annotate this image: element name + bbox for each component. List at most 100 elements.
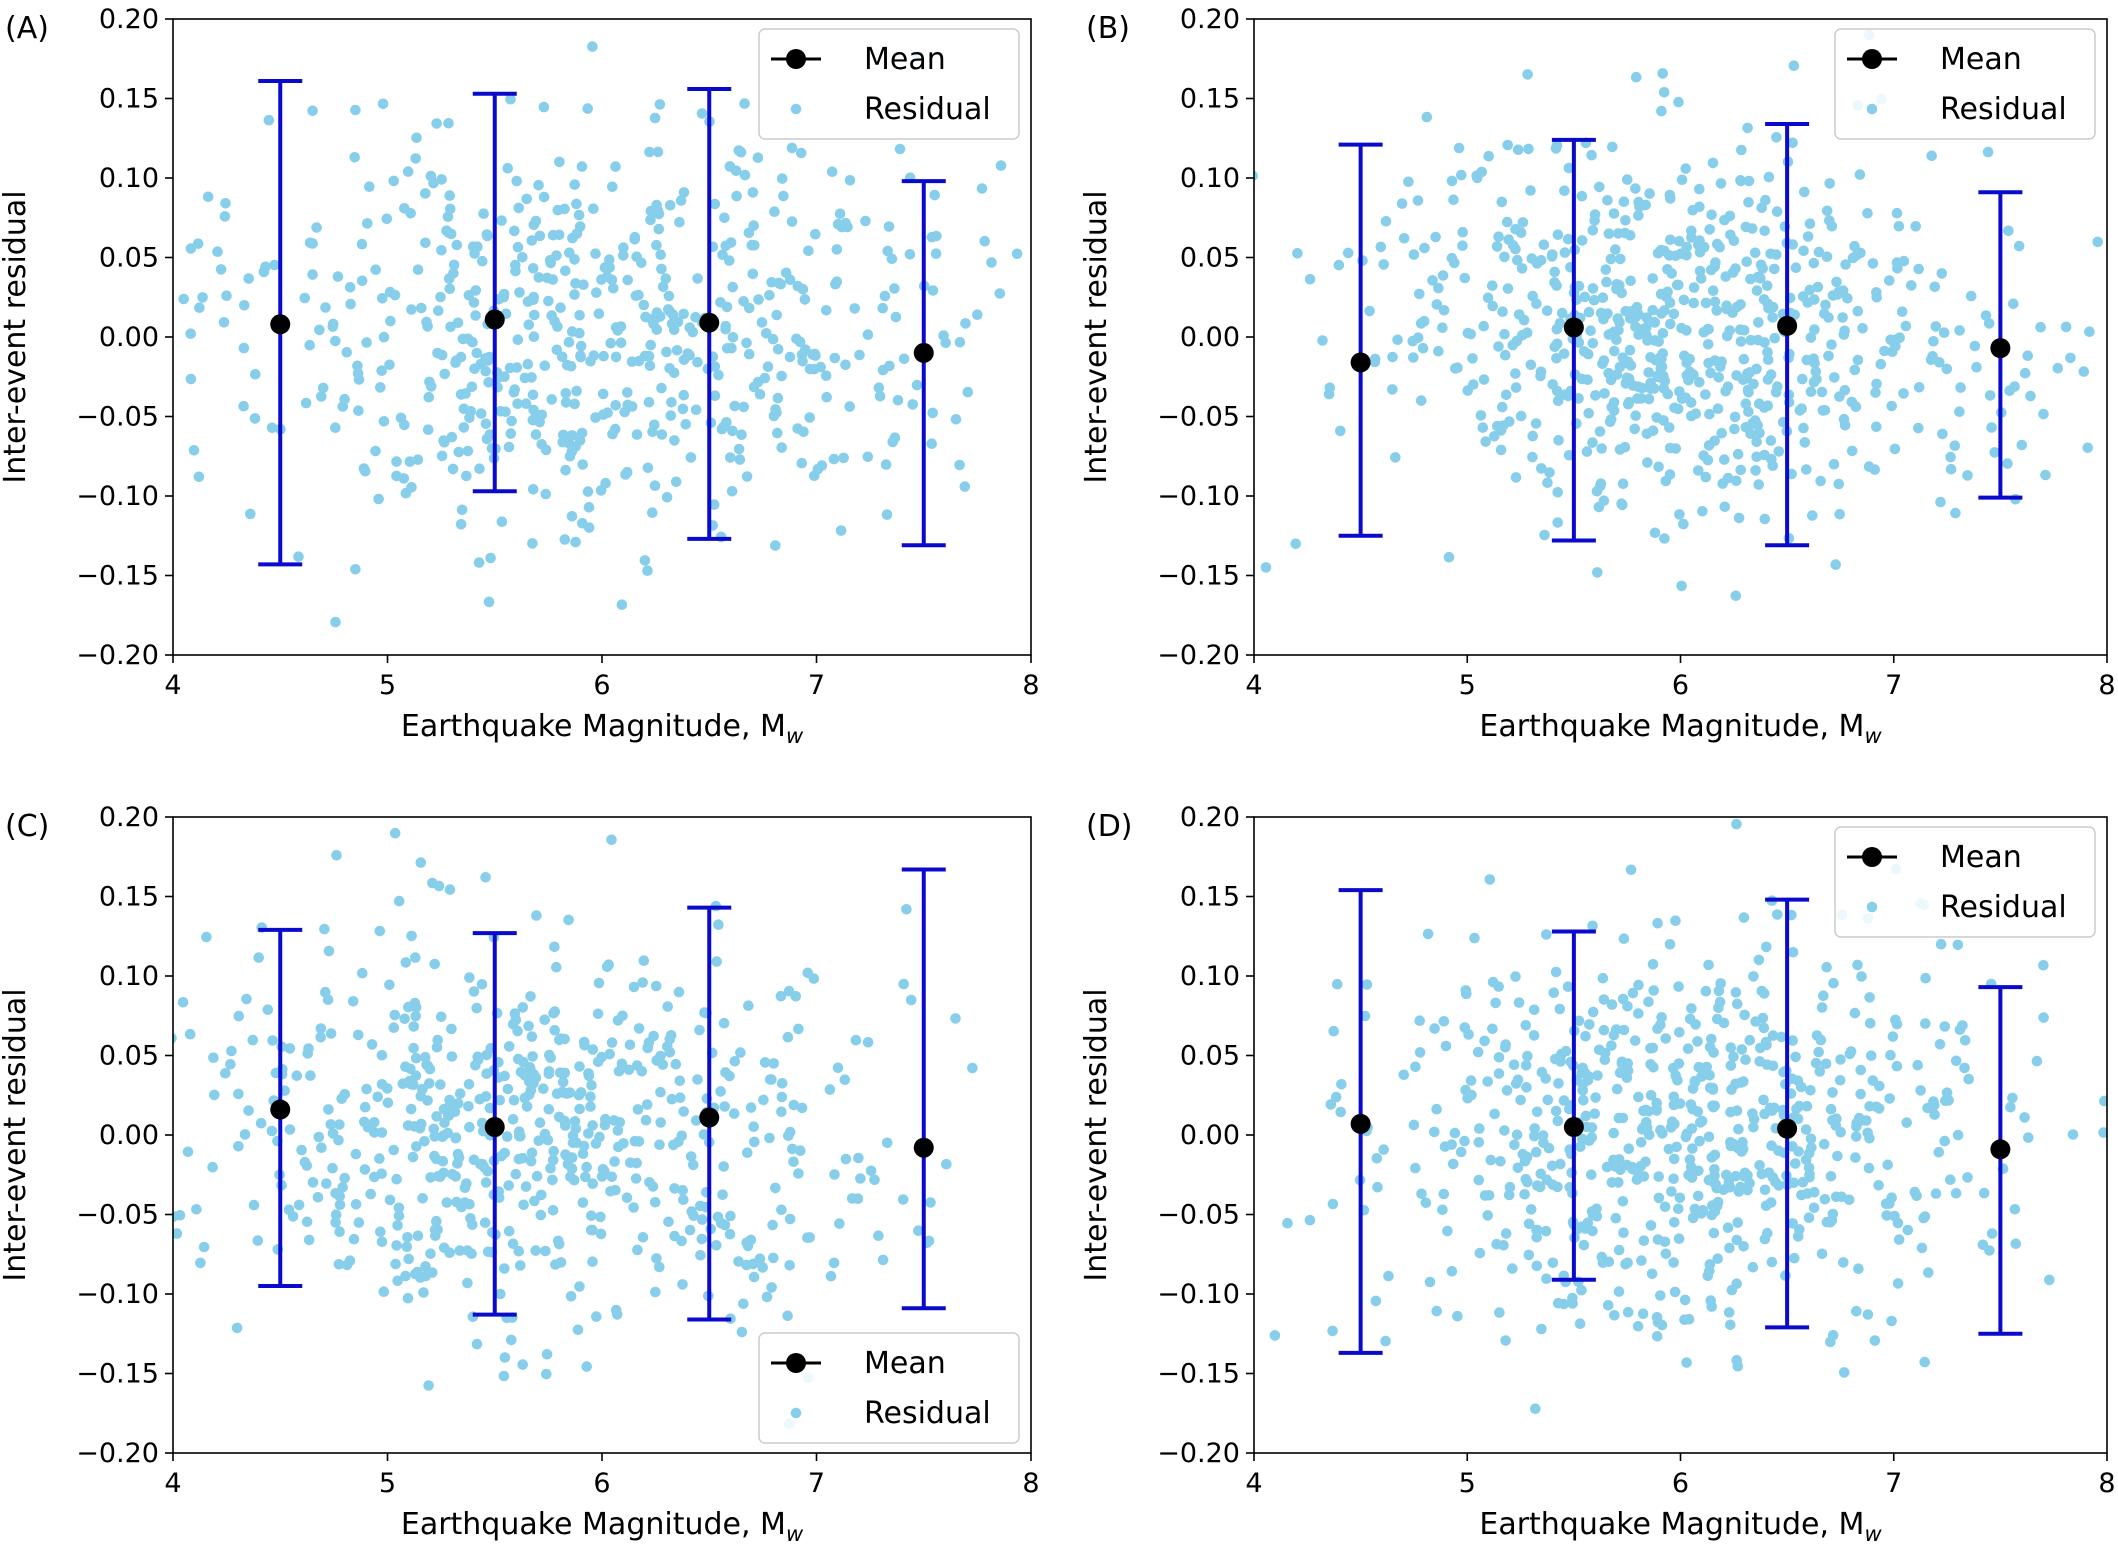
residual-point xyxy=(421,1059,432,1071)
residual-point xyxy=(1798,245,1809,257)
residual-point xyxy=(618,242,629,253)
residual-point xyxy=(1723,1176,1735,1187)
residual-point xyxy=(323,945,335,957)
residual-point xyxy=(560,1149,571,1160)
residual-point xyxy=(293,1199,305,1211)
residual-point xyxy=(456,504,468,516)
residual-point xyxy=(510,1168,522,1180)
residual-point xyxy=(539,1014,550,1026)
residual-point xyxy=(1646,1268,1658,1280)
residual-point xyxy=(243,1105,254,1116)
residual-point xyxy=(1892,1217,1904,1229)
residual-point xyxy=(809,470,820,482)
residual-point xyxy=(503,1225,515,1237)
residual-point xyxy=(407,1151,419,1163)
residual-point xyxy=(1893,1234,1905,1245)
residual-point xyxy=(393,1202,405,1214)
residual-point xyxy=(503,1041,515,1052)
residual-point xyxy=(1642,457,1653,468)
residual-point xyxy=(377,293,388,304)
residual-point xyxy=(788,1156,799,1168)
residual-point xyxy=(1789,1252,1800,1264)
residual-point xyxy=(1480,436,1491,447)
residual-point xyxy=(442,1109,454,1120)
residual-point xyxy=(662,1001,673,1012)
residual-point xyxy=(1632,1321,1644,1332)
residual-point xyxy=(1587,437,1598,448)
residual-point xyxy=(682,348,694,359)
residual-point xyxy=(2038,1012,2049,1023)
residual-point xyxy=(221,290,232,302)
residual-point xyxy=(1731,1354,1742,1366)
residual-point xyxy=(1625,275,1636,287)
residual-point xyxy=(1597,292,1609,304)
residual-point xyxy=(448,268,459,279)
residual-point xyxy=(674,216,685,228)
residual-point xyxy=(776,1106,787,1118)
residual-point xyxy=(391,1240,402,1251)
residual-point xyxy=(540,1245,551,1257)
residual-point xyxy=(890,311,902,323)
residual-point xyxy=(1729,423,1740,435)
residual-point xyxy=(600,1113,611,1125)
residual-point xyxy=(330,616,341,628)
residual-point xyxy=(1910,221,1921,232)
residual-point xyxy=(1647,273,1658,284)
residual-point xyxy=(459,1197,471,1208)
residual-point xyxy=(1578,1094,1589,1106)
residual-point xyxy=(514,287,525,298)
residual-point xyxy=(717,249,728,261)
residual-point xyxy=(1512,1162,1524,1174)
residual-point xyxy=(1736,144,1747,156)
residual-point xyxy=(317,382,329,394)
residual-point xyxy=(406,930,417,942)
residual-point xyxy=(1552,1181,1563,1193)
residual-point xyxy=(1754,1056,1765,1067)
residual-point xyxy=(1687,204,1698,216)
residual-point xyxy=(399,1013,410,1025)
residual-point xyxy=(1830,559,1841,570)
residual-point xyxy=(1462,327,1474,339)
residual-point xyxy=(410,1010,422,1022)
residual-point xyxy=(1851,1117,1862,1129)
residual-point xyxy=(1857,323,1868,334)
residual-point xyxy=(1541,305,1553,317)
residual-point xyxy=(446,1023,457,1035)
y-tick-label: −0.10 xyxy=(76,1279,159,1310)
residual-point xyxy=(472,241,483,252)
residual-point xyxy=(2009,1204,2021,1215)
residual-point xyxy=(1853,1263,1864,1274)
residual-point xyxy=(1742,1184,1753,1196)
residual-point xyxy=(393,895,405,907)
residual-point xyxy=(1920,1018,1931,1029)
residual-point xyxy=(773,277,784,289)
residual-point xyxy=(576,427,588,439)
residual-point xyxy=(531,1170,543,1182)
residual-point xyxy=(1758,1094,1769,1106)
residual-point xyxy=(1511,1129,1523,1141)
residual-point xyxy=(664,363,675,374)
residual-point xyxy=(669,435,680,446)
residual-point xyxy=(821,391,832,403)
residual-point xyxy=(632,1244,643,1256)
residual-point xyxy=(184,1028,196,1040)
residual-point xyxy=(474,463,485,475)
mean-errorbar xyxy=(1765,897,1810,1330)
residual-point xyxy=(1625,864,1637,876)
residual-point xyxy=(1415,395,1427,406)
residual-point xyxy=(1622,1257,1633,1269)
residual-point xyxy=(315,1023,327,1034)
residual-point xyxy=(1763,1167,1775,1178)
residual-point xyxy=(512,398,523,410)
residual-point xyxy=(566,430,578,441)
residual-point xyxy=(314,324,325,336)
residual-point xyxy=(1955,382,1966,393)
residual-point xyxy=(1690,1019,1701,1030)
residual-point xyxy=(410,952,421,963)
legend-residual-label: Residual xyxy=(1940,92,2067,127)
residual-point xyxy=(1604,416,1616,428)
residual-point xyxy=(376,1236,388,1248)
residual-point xyxy=(566,326,578,337)
residual-point xyxy=(769,206,780,217)
residual-point xyxy=(1662,264,1673,275)
